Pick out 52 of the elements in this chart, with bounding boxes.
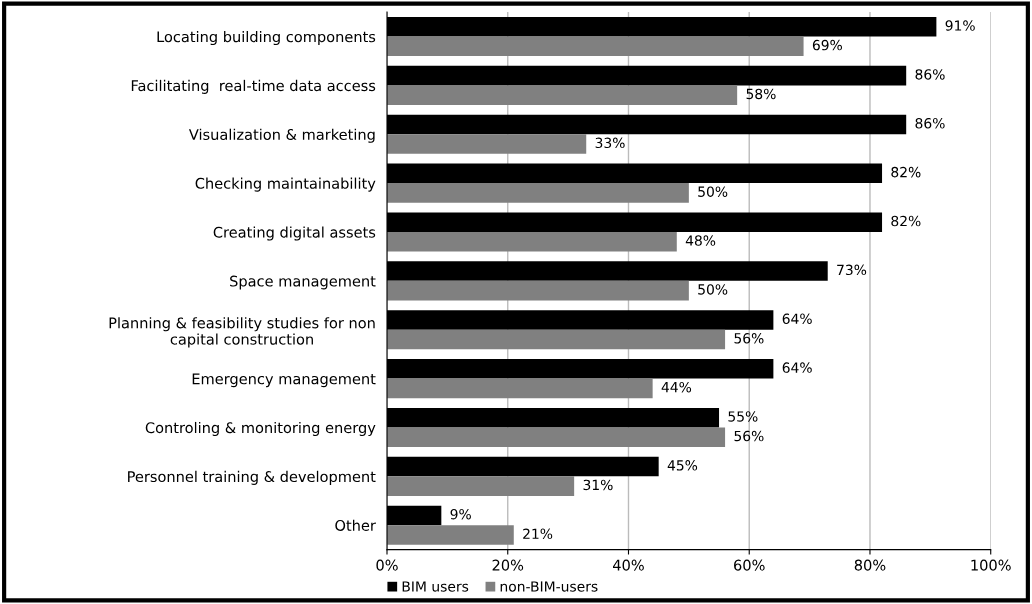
data-label: 69%: [812, 39, 842, 51]
data-label: 21%: [523, 528, 553, 540]
data-label: 86%: [915, 118, 945, 129]
x-tick-label: 80%: [854, 559, 886, 571]
legend-label: non-BIM-users: [500, 581, 598, 592]
data-label: 64%: [782, 313, 812, 324]
bar: [387, 183, 689, 203]
bar: [387, 476, 575, 496]
bar: [387, 378, 653, 399]
data-label: 64%: [782, 362, 812, 373]
data-label: 86%: [915, 69, 945, 80]
data-label: 9%: [450, 508, 471, 520]
data-label: 73%: [837, 264, 867, 276]
data-label: 58%: [746, 88, 776, 100]
bar: [387, 36, 804, 57]
bar: [387, 85, 738, 105]
x-tick-label: 20%: [492, 559, 524, 571]
data-label: 50%: [698, 186, 728, 197]
bar: [387, 427, 726, 448]
y-tick-label: Personnel training & development: [128, 470, 376, 485]
bar: [387, 329, 726, 350]
x-tick-label: 60%: [734, 559, 765, 571]
data-label: 50%: [698, 284, 728, 295]
y-tick-label: Visualization & marketing: [188, 128, 375, 143]
data-label: 91%: [945, 20, 975, 31]
x-tick-label: 100%: [971, 559, 1011, 571]
data-label: 82%: [891, 166, 921, 178]
y-tick-label: Planning & feasibility studies for non capital construction: [109, 317, 375, 348]
y-tick-label: Locating building components: [157, 30, 376, 46]
y-tick-label: Emergency management: [192, 373, 376, 388]
bar: [387, 525, 514, 545]
y-tick-label: Space management: [230, 275, 376, 290]
y-tick-label: Other: [335, 519, 376, 531]
data-label: 31%: [583, 479, 613, 491]
bar: [387, 134, 587, 154]
data-label: 56%: [734, 333, 764, 344]
data-label: 56%: [734, 430, 764, 442]
x-tick-label: 40%: [612, 559, 644, 571]
bar: [387, 280, 689, 301]
y-tick-label: Controling & monitoring energy: [145, 421, 376, 437]
data-label: 44%: [661, 381, 692, 393]
data-label: 45%: [667, 460, 698, 471]
y-tick-label: Facilitating real-time data access: [131, 79, 376, 94]
data-label: 82%: [891, 215, 921, 227]
bar: [387, 231, 677, 252]
x-tick-label: 0%: [376, 559, 398, 571]
y-tick-label: Checking maintainability: [195, 177, 376, 192]
data-label: 48%: [685, 235, 716, 246]
data-label: 55%: [728, 411, 758, 422]
y-tick-label: Creating digital assets: [213, 226, 376, 241]
data-label: 33%: [595, 137, 625, 149]
legend-label: BIM users: [402, 581, 469, 592]
